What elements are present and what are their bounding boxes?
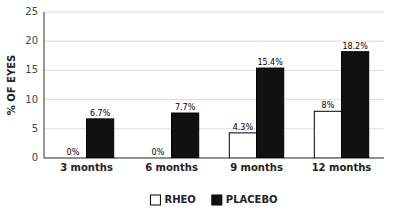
- y-tick-label: 20: [25, 35, 38, 46]
- x-tick-label: 3 months: [60, 162, 113, 173]
- legend: RHEO PLACEBO: [150, 194, 277, 205]
- data-label: 18.2%: [342, 42, 368, 51]
- x-tick-label: 9 months: [230, 162, 283, 173]
- x-tick-label: 6 months: [145, 162, 198, 173]
- data-label: 0%: [67, 148, 80, 157]
- legend-label: RHEO: [164, 194, 195, 205]
- data-label: 0%: [152, 148, 165, 157]
- legend-item: PLACEBO: [212, 194, 278, 205]
- y-tick-label: 15: [25, 64, 38, 75]
- data-label: 7.7%: [175, 103, 196, 112]
- bar: [59, 158, 86, 159]
- bar: [172, 113, 199, 158]
- grid-line: [44, 99, 384, 100]
- data-label: 6.7%: [90, 109, 111, 118]
- bar: [87, 119, 114, 158]
- grid: [44, 12, 384, 158]
- legend-label: PLACEBO: [226, 194, 278, 205]
- grid-line: [44, 70, 384, 71]
- x-tick-label: 12 months: [312, 162, 372, 173]
- bar: [257, 68, 284, 158]
- legend-item: RHEO: [150, 194, 195, 205]
- bar: [342, 52, 369, 158]
- data-label: 8%: [322, 101, 335, 110]
- bar: [314, 111, 341, 158]
- grid-line: [44, 41, 384, 42]
- y-tick-label: 10: [25, 94, 38, 105]
- grid-line: [44, 12, 384, 13]
- y-axis-line: [44, 12, 45, 158]
- y-tick-label: 0: [32, 152, 38, 163]
- bar: [229, 133, 256, 158]
- y-tick-label: 5: [32, 123, 38, 134]
- y-axis-label: % OF EYES: [6, 55, 17, 115]
- bar: [144, 158, 171, 159]
- chart: 0 5 10 15 20 25 % OF EYES 0% 0% 4.3% 8% 6.7% 7.7% 15.…: [0, 0, 394, 216]
- chart-container: 0 5 10 15 20 25 % OF EYES 0% 0% 4.3% 8% 6.7% 7.7% 15.…: [0, 0, 394, 216]
- legend-swatch: [150, 195, 160, 205]
- y-tick-label: 25: [25, 6, 38, 17]
- data-label: 4.3%: [233, 123, 254, 132]
- bars: [87, 52, 369, 158]
- data-label: 15.4%: [257, 58, 283, 67]
- data-labels: 0% 0% 4.3% 8% 6.7% 7.7% 15.4% 18.2%: [67, 42, 369, 157]
- legend-swatch: [212, 195, 222, 205]
